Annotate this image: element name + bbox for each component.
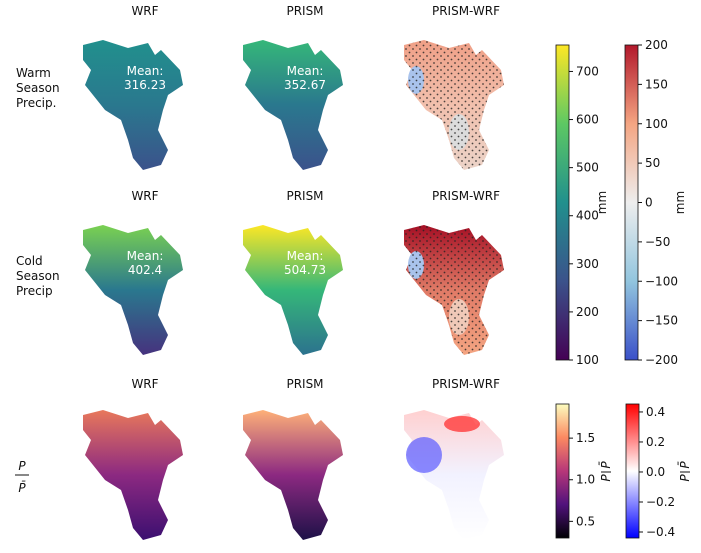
stippling: [404, 225, 504, 355]
region-map: [83, 410, 183, 540]
positive-patch: [444, 416, 480, 432]
map-panel: Mean:402.4: [83, 225, 183, 355]
mean-value: 402.4: [128, 263, 162, 277]
colorbar-tick-label: 100: [576, 353, 599, 367]
panel-title: PRISM: [286, 377, 323, 391]
panel-title: WRF: [131, 4, 158, 18]
colorbar-tick-label: 0.4: [646, 405, 665, 419]
colorbar-tick-label: −200: [645, 353, 678, 367]
mean-label: Mean:: [287, 64, 324, 78]
colorbar-tick-label: −0.4: [646, 525, 675, 539]
panel-title: PRISM-WRF: [432, 377, 500, 391]
region-map: [83, 40, 183, 170]
colorbar: [624, 44, 639, 361]
colorbar-tick-label: −150: [645, 314, 678, 328]
row-label: P̄: [18, 481, 26, 495]
map-panel: [404, 40, 504, 170]
mean-value: 352.67: [284, 78, 326, 92]
region-map: [83, 225, 183, 355]
colorbar-label-part: P̄: [599, 461, 613, 469]
colorbar-tick-label: 1.5: [576, 431, 595, 445]
map-panel: [404, 410, 504, 540]
colorbar: [625, 403, 640, 539]
panel-title: PRISM-WRF: [432, 4, 500, 18]
colorbar-label-part: P̄: [678, 461, 692, 469]
colorbar-tick-label: 0: [645, 196, 653, 210]
row-label: P: [18, 459, 26, 473]
region-map: [243, 225, 343, 355]
panel-title: WRF: [131, 377, 158, 391]
colorbar-tick-label: 0.5: [576, 514, 595, 528]
colorbar-tick-label: 500: [576, 161, 599, 175]
colorbar-tick-label: 150: [645, 77, 668, 91]
map-panel: [243, 410, 343, 540]
row-label: Precip: [16, 284, 53, 298]
colorbar-tick-label: −0.2: [646, 495, 675, 509]
colorbar-label-part: P: [678, 474, 692, 482]
mean-label: Mean:: [127, 249, 164, 263]
colorbar-tick-label: 600: [576, 113, 599, 127]
map-panel: Mean:316.23: [83, 40, 183, 170]
colorbar-tick-label: 1.0: [576, 473, 595, 487]
stippling: [404, 40, 504, 170]
map-panel: Mean:504.73: [243, 225, 343, 355]
mean-value: 316.23: [124, 78, 166, 92]
row-label: Precip.: [16, 96, 56, 110]
map-panel: [404, 225, 504, 355]
panel-title: PRISM: [286, 4, 323, 18]
mean-value: 504.73: [284, 263, 326, 277]
colorbar-tick-label: 200: [645, 38, 668, 52]
colorbar-label-part: P: [599, 474, 613, 482]
colorbar-label: P P̄: [599, 461, 613, 482]
colorbar-label: mm: [673, 191, 687, 214]
colorbar-tick-label: 100: [645, 117, 668, 131]
colorbar-tick-label: 0.2: [646, 435, 665, 449]
row-label: Season: [16, 269, 60, 283]
region-map: [243, 40, 343, 170]
row-label: Season: [16, 81, 60, 95]
panel-title: PRISM-WRF: [432, 189, 500, 203]
colorbar-tick-label: 700: [576, 64, 599, 78]
mean-label: Mean:: [127, 64, 164, 78]
map-panel: Mean:352.67: [243, 40, 343, 170]
negative-patch: [406, 437, 442, 473]
colorbar-tick-label: 400: [576, 209, 599, 223]
colorbar: [555, 403, 570, 539]
mean-label: Mean:: [287, 249, 324, 263]
colorbar-label: P P̄: [678, 461, 692, 482]
colorbar-tick-label: 0.0: [646, 465, 665, 479]
colorbar-label: mm: [595, 191, 609, 214]
row-label: Cold: [16, 254, 43, 268]
map-panel: [83, 410, 183, 540]
colorbar: [555, 44, 570, 361]
panel-title: PRISM: [286, 189, 323, 203]
region-map: [243, 410, 343, 540]
colorbar-tick-label: 300: [576, 257, 599, 271]
row-label: Warm: [16, 66, 51, 80]
colorbar-tick-label: −50: [645, 235, 670, 249]
colorbar-tick-label: −100: [645, 274, 678, 288]
colorbar-tick-label: 200: [576, 305, 599, 319]
colorbar-tick-label: 50: [645, 156, 660, 170]
panel-title: WRF: [131, 189, 158, 203]
